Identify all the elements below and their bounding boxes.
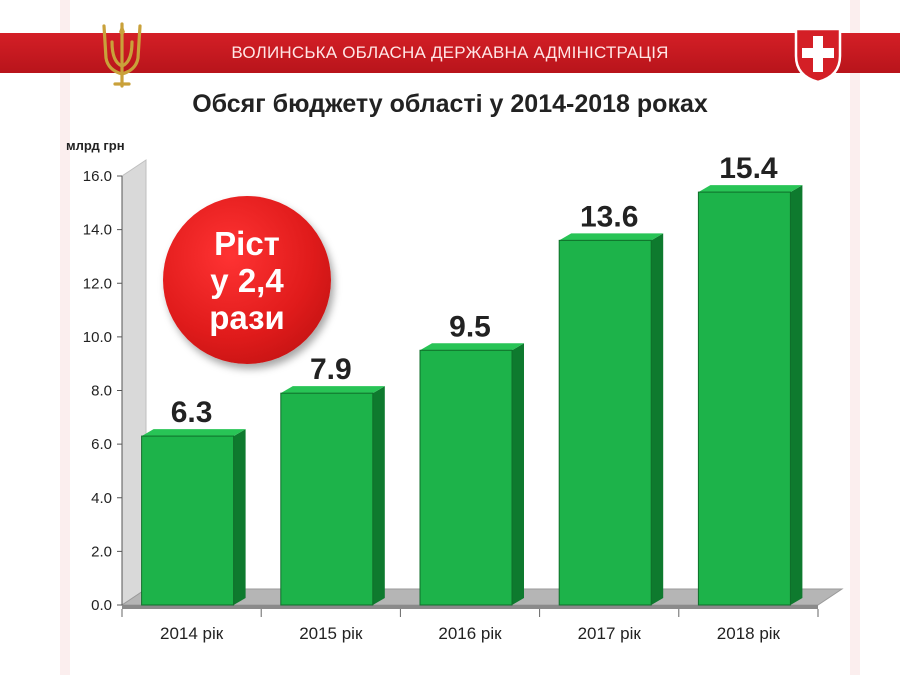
y-tick-label: 12.0 <box>83 275 112 292</box>
x-tick-label: 2018 рік <box>717 624 781 643</box>
y-axis-unit: млрд грн <box>66 138 125 153</box>
bar <box>141 435 235 606</box>
bar-value-label: 13.6 <box>580 200 638 233</box>
bar <box>697 191 791 606</box>
bar <box>280 392 374 606</box>
bar <box>419 349 513 606</box>
chart-floor-edge <box>122 605 818 609</box>
right-decor-stripe <box>850 0 860 675</box>
left-decor-stripe <box>60 0 70 675</box>
bar-side <box>512 343 524 605</box>
org-name: ВОЛИНСЬКА ОБЛАСНА ДЕРЖАВНА АДМІНІСТРАЦІЯ <box>231 43 669 62</box>
y-tick-label: 4.0 <box>91 490 112 507</box>
y-tick-label: 16.0 <box>83 168 112 185</box>
x-tick-label: 2015 рік <box>299 624 363 643</box>
y-tick-label: 10.0 <box>83 329 112 346</box>
bar-side <box>372 386 385 605</box>
x-tick-label: 2017 рік <box>578 624 642 643</box>
trident-icon <box>102 22 142 88</box>
bar-value-label: 7.9 <box>310 353 352 386</box>
y-tick-label: 8.0 <box>91 383 112 400</box>
coat-of-arms-icon <box>794 27 842 84</box>
bar-top <box>559 233 664 241</box>
badge-line-2: у 2,4 <box>210 261 284 299</box>
y-tick-label: 14.0 <box>83 222 112 239</box>
bar-side <box>651 233 664 605</box>
growth-badge: Ріст у 2,4 рази <box>163 196 331 364</box>
chart-title: Обсяг бюджету області у 2014-2018 роках <box>192 90 708 118</box>
y-tick-label: 2.0 <box>91 543 112 560</box>
x-tick-label: 2014 рік <box>160 624 224 643</box>
x-tick-label: 2016 рік <box>438 624 502 643</box>
bar-value-label: 9.5 <box>449 310 491 343</box>
bar-top <box>698 185 803 193</box>
y-tick-label: 0.0 <box>91 597 112 614</box>
badge-line-3: рази <box>209 298 285 336</box>
bar-top <box>141 429 246 437</box>
y-tick-label: 6.0 <box>91 436 112 453</box>
badge-line-1: Ріст <box>214 224 280 262</box>
header-band <box>0 33 900 73</box>
bar-side <box>233 429 246 605</box>
bar-value-label: 15.4 <box>719 152 778 185</box>
bar <box>558 239 652 606</box>
bar-value-label: 6.3 <box>171 396 213 429</box>
bar-top <box>420 343 524 351</box>
bar-side <box>790 185 803 605</box>
bar-top <box>280 386 385 394</box>
